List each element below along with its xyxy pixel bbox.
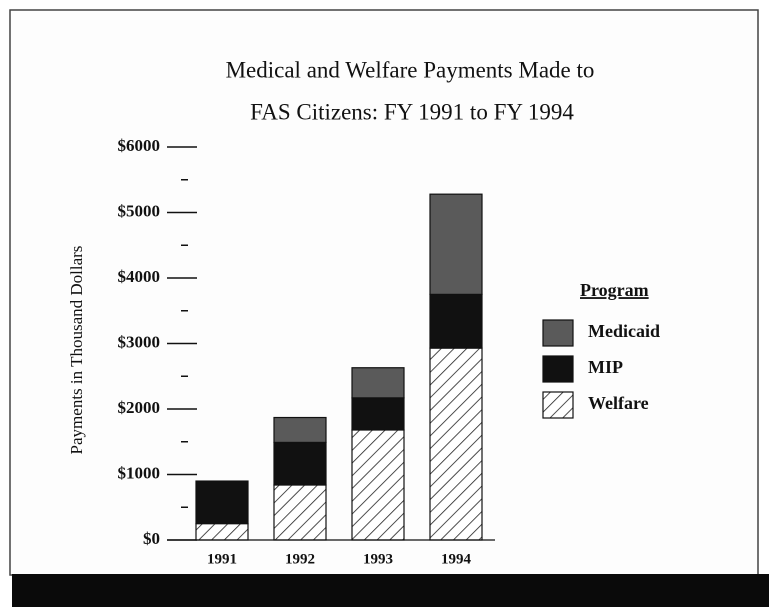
bar-segment xyxy=(429,347,483,541)
bar-segment xyxy=(351,397,405,431)
legend-label: Welfare xyxy=(588,393,649,413)
bar-segment xyxy=(195,523,249,541)
bar-segment xyxy=(429,193,483,295)
x-tick-label: 1993 xyxy=(363,551,393,567)
legend-swatch xyxy=(542,355,574,383)
y-tick-label: $0 xyxy=(143,529,160,548)
legend-label: MIP xyxy=(588,357,623,377)
bar-segment xyxy=(351,429,405,541)
bar-segment xyxy=(273,441,327,486)
y-tick-label: $4000 xyxy=(118,267,161,286)
y-tick-label: $3000 xyxy=(118,332,161,351)
legend-swatch xyxy=(542,319,574,347)
bar-segment xyxy=(429,293,483,349)
x-tick-label: 1994 xyxy=(441,551,472,567)
bar-segment xyxy=(351,367,405,399)
legend-label: Medicaid xyxy=(588,321,660,341)
legend-title: Program xyxy=(580,280,649,300)
y-tick-label: $2000 xyxy=(118,398,161,417)
chart-title: Medical and Welfare Payments Made to xyxy=(226,57,595,82)
y-tick-label: $1000 xyxy=(118,463,161,482)
bar-segment xyxy=(273,416,327,444)
y-tick-label: $5000 xyxy=(118,201,161,220)
bar-segment xyxy=(195,480,249,525)
y-tick-label: $6000 xyxy=(118,136,161,155)
bar-segment xyxy=(273,484,327,541)
chart-title: FAS Citizens: FY 1991 to FY 1994 xyxy=(250,99,574,124)
x-tick-label: 1992 xyxy=(285,551,315,567)
y-axis-label: Payments in Thousand Dollars xyxy=(67,246,86,455)
x-tick-label: 1991 xyxy=(207,551,237,567)
legend-swatch xyxy=(542,391,574,419)
bottom-band xyxy=(12,574,769,607)
